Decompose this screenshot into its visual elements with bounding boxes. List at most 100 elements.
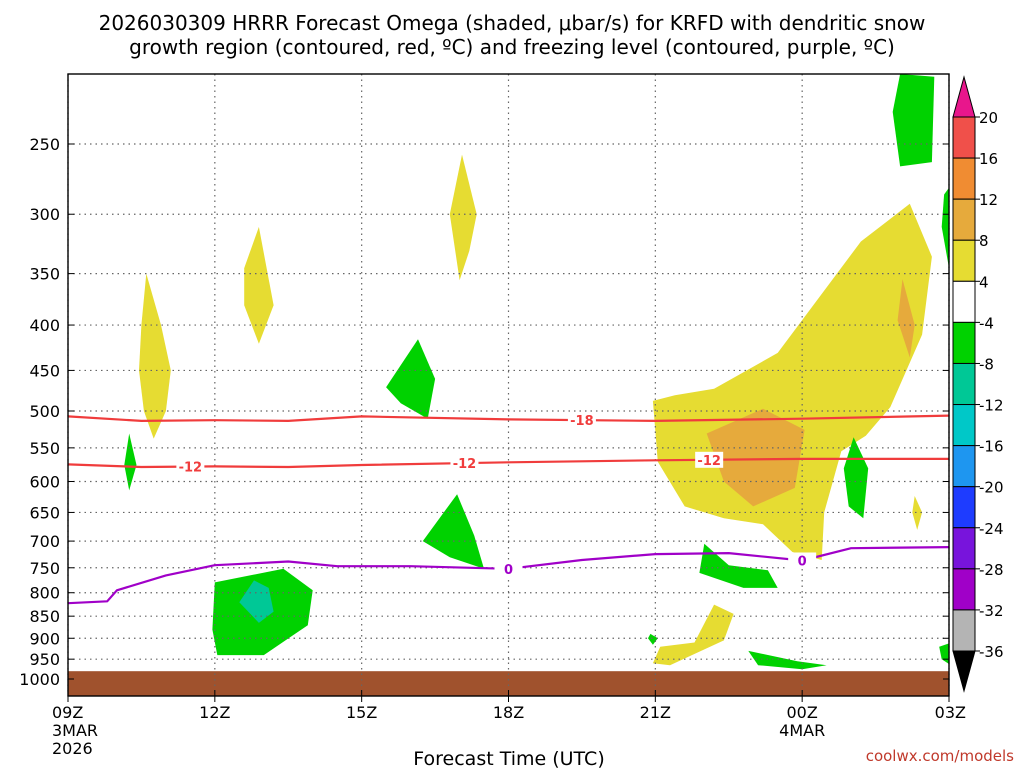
x-tick-label-18Z: 18Z: [493, 703, 524, 722]
watermark-text: coolwx.com/models: [866, 747, 1014, 765]
colorbar-band-neutral: [952, 280, 976, 323]
colorbar-bottom-triangle: [952, 650, 976, 693]
colorbar-label-13: -36: [979, 643, 1004, 661]
title-line-2: growth region (contoured, red, ºC) and f…: [129, 35, 895, 59]
colorbar-band-n32_36: [952, 609, 976, 652]
y-tick-label-950: 950: [29, 650, 60, 669]
omega-shading: [68, 74, 949, 696]
isotherm-freezing_level: [67, 546, 950, 605]
y-tick-label-850: 850: [29, 607, 60, 626]
colorbar-label-3: 8: [979, 232, 989, 250]
y-tick-label-300: 300: [29, 205, 60, 224]
colorbar-band-n8_12: [952, 362, 976, 406]
omega-region-3: [449, 154, 477, 281]
isotherm-dgz_top: [67, 414, 950, 422]
omega-region-17: [652, 604, 734, 666]
x-tick-label-12Z: 12Z: [199, 703, 230, 722]
omega-region-18: [648, 633, 658, 645]
y-tick-label-750: 750: [29, 559, 60, 578]
colorbar-label-5: -4: [979, 314, 994, 332]
colorbar-label-1: 16: [979, 150, 998, 168]
title-line-1: 2026030309 HRRR Forecast Omega (shaded, …: [99, 11, 926, 35]
x-tick-label-00Z: 00Z: [787, 703, 818, 722]
omega-region-9: [652, 203, 932, 561]
colorbar-label-4: 4: [979, 273, 989, 291]
x-tick-sublabel-4MAR: 4MAR: [779, 721, 825, 740]
omega-region-16: [699, 543, 778, 588]
omega-region-11: [897, 279, 915, 358]
x-tick-sublabel-2026: 2026: [52, 739, 93, 758]
x-tick-label-03Z: 03Z: [935, 703, 966, 722]
x-tick-sublabel-3MAR: 3MAR: [52, 721, 98, 740]
contour-label-bg: [450, 455, 479, 472]
y-tick-label-500: 500: [29, 402, 60, 421]
isotherm-contours: -18 -12 -12 -12 0 0: [67, 412, 950, 605]
omega-region-8: [239, 580, 274, 623]
omega-region-20: [939, 643, 949, 664]
omega-region-2: [244, 226, 274, 344]
y-tick-label-600: 600: [29, 472, 60, 491]
contour-label-freezing_level-1: 0: [504, 563, 513, 578]
colorbar-label-0: 20: [979, 109, 998, 127]
colorbar-label-9: -20: [979, 479, 1004, 497]
omega-region-12: [892, 74, 935, 167]
y-tick-label-800: 800: [29, 584, 60, 603]
colorbar-label-2: 12: [979, 191, 998, 209]
x-tick-label-21Z: 21Z: [640, 703, 671, 722]
isotherm-dgz_bottom: [67, 457, 949, 469]
colorbar-label-10: -24: [979, 520, 1004, 538]
colorbar-band-n12_16: [952, 404, 976, 447]
colorbar-band-b8_12: [952, 198, 976, 241]
colorbar-band-n28_32: [952, 568, 976, 611]
x-tick-label-15Z: 15Z: [346, 703, 377, 722]
contour-label-dgz_bottom-3: -12: [697, 454, 721, 469]
y-tick-label-350: 350: [29, 265, 60, 284]
y-tick-label-550: 550: [29, 439, 60, 458]
y-tick-label-1000: 1000: [19, 670, 60, 689]
chart-title: 2026030309 HRRR Forecast Omega (shaded, …: [99, 11, 926, 59]
contour-label-dgz_bottom-1: -12: [179, 461, 203, 476]
y-tick-label-650: 650: [29, 503, 60, 522]
x-tick-label-09Z: 09Z: [52, 703, 83, 722]
contour-label-bg: [494, 560, 523, 577]
y-axis: 250 300 350 400 450 500 550 600 650 700 750 800 850 9…: [19, 135, 949, 689]
contour-label-dgz_bottom-2: -12: [453, 457, 477, 472]
colorbar-band-n4_8: [952, 321, 976, 364]
y-tick-label-400: 400: [29, 316, 60, 335]
colorbar-label-7: -12: [979, 397, 1004, 415]
omega-region-14: [843, 437, 869, 519]
x-axis-title: Forecast Time (UTC): [413, 748, 604, 768]
colorbar-band-n16_20: [952, 445, 976, 488]
colorbar-band-b16_20: [952, 116, 976, 159]
y-tick-label-900: 900: [29, 629, 60, 648]
y-tick-label-450: 450: [29, 361, 60, 380]
contour-label-freezing_level-2: 0: [798, 554, 807, 569]
colorbar-label-8: -16: [979, 438, 1004, 456]
omega-region-19: [748, 650, 827, 670]
y-tick-label-700: 700: [29, 532, 60, 551]
contour-label-bg: [788, 552, 817, 569]
colorbar-band-n24_28: [952, 527, 976, 570]
colorbar-label-12: -32: [979, 602, 1004, 620]
colorbar-band-b4_8: [952, 239, 976, 282]
y-tick-label-250: 250: [29, 135, 60, 154]
omega-region-13: [941, 187, 949, 269]
omega-region-6: [422, 494, 484, 569]
colorbar-band-n20_24: [952, 486, 976, 529]
omega-region-10: [706, 408, 805, 507]
colorbar-top-triangle: [952, 75, 976, 118]
contour-label-bg: [176, 458, 205, 475]
omega-region-4: [124, 433, 137, 491]
omega-region-1: [139, 273, 171, 439]
colorbar-label-11: -28: [979, 561, 1004, 579]
contour-label-dgz_top-1: -18: [570, 414, 594, 429]
colorbar: 20 16 12 8 4 -4 -8 -12 -16 -20 -24 -28 -32 -36: [952, 75, 1004, 693]
omega-region-15: [912, 496, 923, 530]
omega-region-5: [386, 339, 436, 419]
contour-label-bg: [567, 412, 596, 429]
colorbar-label-6: -8: [979, 355, 994, 373]
contour-label-bg: [695, 451, 724, 468]
colorbar-band-b12_16: [952, 157, 976, 200]
